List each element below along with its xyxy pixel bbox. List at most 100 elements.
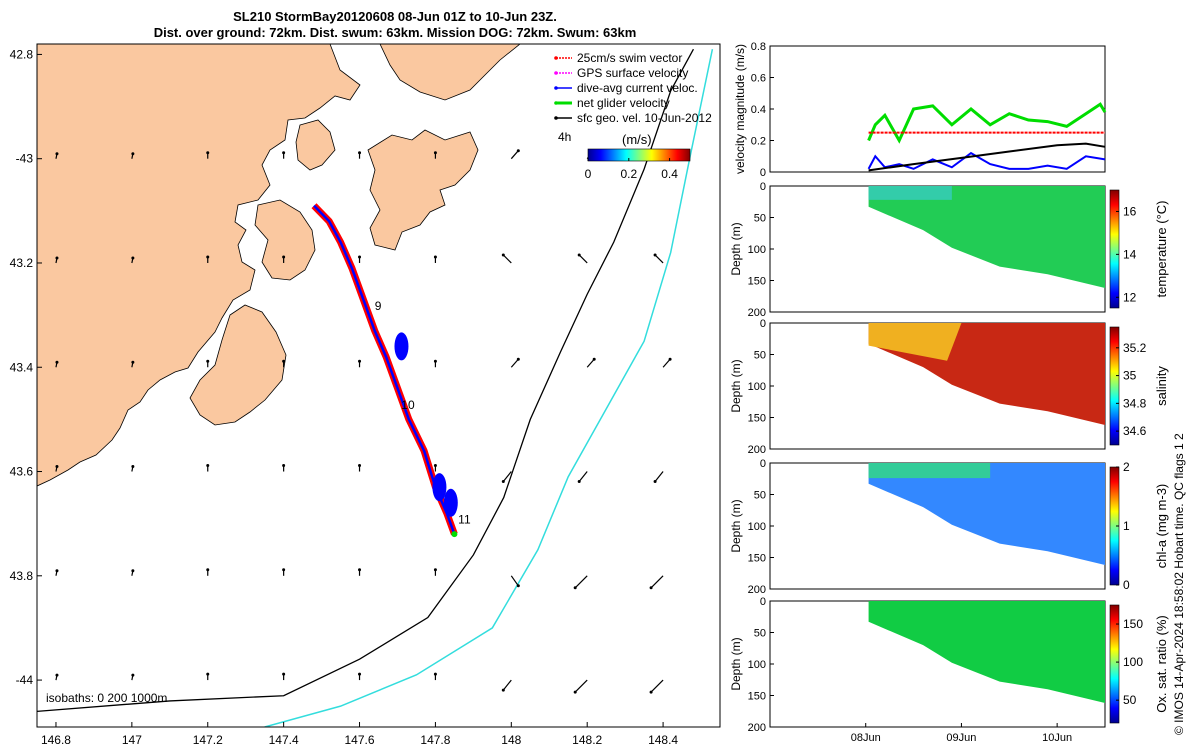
sfc-velocity-arrowhead <box>516 149 520 153</box>
sfc-velocity-arrow <box>654 471 664 482</box>
sfc-velocity-arrow <box>502 254 512 264</box>
legend-label: net glider velocity <box>577 96 670 110</box>
sfc-velocity-arrowhead <box>282 151 286 155</box>
temperature-ytick-label: 50 <box>754 213 766 225</box>
sfc-velocity-arrowhead <box>433 359 437 363</box>
sfc-velocity-arrowhead <box>358 464 362 468</box>
salinity-ylabel: Depth (m) <box>729 359 743 412</box>
oxygen-ylabel: Depth (m) <box>729 637 743 690</box>
sfc-velocity-arrowhead <box>282 568 286 572</box>
legend-label: sfc geo. vel. 10-Jun-2012 <box>577 111 712 125</box>
sfc-velocity-arrowhead <box>282 464 286 468</box>
legend-label: dive-avg current veloc. <box>577 81 698 95</box>
map-xtick-label: 147.6 <box>345 733 375 747</box>
oxygen-ytick-label: 200 <box>748 722 766 734</box>
map-panel: 146.8 147 147.2 147.4 147.6 147.8 148 148.2 148.… <box>10 43 721 747</box>
salinity-ytick-label: 150 <box>748 413 766 425</box>
legend-swatch-head <box>554 71 558 75</box>
isobath-200m-line <box>37 48 695 713</box>
oxygen-colorbar <box>1109 604 1120 724</box>
land-peninsula-north <box>295 119 336 171</box>
sfc-velocity-arrowhead <box>668 357 672 361</box>
map-xtick-label: 147.8 <box>420 733 450 747</box>
glider-track <box>311 203 458 538</box>
oxygen-ytick-label: 150 <box>748 691 766 703</box>
velocity-panel: 0 0.2 0.4 0.6 0.8 velocity magnitude (m/s) <box>733 41 1107 179</box>
sfc-velocity-arrowhead <box>131 360 135 364</box>
oxygen-colorbar-tick-label: 50 <box>1123 693 1137 707</box>
salinity-colorbar-tick-label: 35.2 <box>1123 341 1147 355</box>
sfc-velocity-arrowhead <box>131 569 135 573</box>
sfc-velocity-arrow <box>662 358 671 368</box>
chla-field <box>868 463 1105 566</box>
speed-colorbar <box>587 148 691 162</box>
sfc-velocity-arrowhead <box>649 690 653 694</box>
oxygen-colorbar-tick-label: 150 <box>1123 617 1143 631</box>
map-content <box>37 44 714 727</box>
legend-swatch-head <box>554 86 558 90</box>
oxygen-ytick-label: 0 <box>760 596 766 608</box>
sfc-velocity-arrowhead <box>55 360 59 364</box>
isobath-footer-label: isobaths: 0 200 1000m <box>46 691 167 705</box>
sfc-velocity-arrowhead <box>433 672 437 676</box>
sfc-velocity-arrowhead <box>501 480 505 484</box>
sfc-velocity-arrowhead <box>131 673 135 677</box>
temperature-panel: 0 50 100 150 200 Depth (m) 12 14 16 temperature (… <box>729 181 1169 319</box>
sfc-velocity-arrow <box>574 575 588 589</box>
sfc-velocity-arrowhead <box>131 256 135 260</box>
time-xtick-label: 08Jun <box>851 732 881 744</box>
time-x-axis: 08Jun 09Jun 10Jun <box>851 723 1072 744</box>
current-vector-patch <box>394 332 409 361</box>
chla-ytick-label: 50 <box>754 490 766 502</box>
sfc-velocity-arrowhead <box>55 569 59 573</box>
sfc-velocity-arrowhead <box>358 255 362 259</box>
velocity-series-line <box>867 151 1106 170</box>
sfc-velocity-arrowhead <box>573 690 577 694</box>
map-xtick-label: 146.8 <box>41 733 71 747</box>
oxygen-colorbar-label: Ox. sat. ratio (%) <box>1154 615 1169 713</box>
sfc-velocity-arrowhead <box>516 357 520 361</box>
map-ytick-label: 43.6 <box>10 465 34 479</box>
temperature-colorbar-label: temperature (°C) <box>1154 201 1169 298</box>
chart-title-line2: Dist. over ground: 72km. Dist. swum: 63k… <box>153 25 637 40</box>
sfc-velocity-arrowhead <box>282 359 286 363</box>
map-ytick-label: -43 <box>16 152 34 166</box>
sfc-velocity-arrowhead <box>206 568 210 572</box>
legend-label: GPS surface velocity <box>577 66 688 80</box>
map-ytick-label: -44 <box>16 673 34 687</box>
chla-colorbar-tick-label: 2 <box>1123 460 1130 474</box>
chla-ytick-label: 150 <box>748 553 766 565</box>
temperature-colorbar-tick-label: 16 <box>1123 204 1137 218</box>
sfc-velocity-arrowhead <box>55 673 59 677</box>
sfc-velocity-arrowhead <box>433 151 437 155</box>
sfc-velocity-arrow <box>650 679 664 693</box>
land-tasman-peninsula <box>189 304 287 426</box>
credit-text: © IMOS 14-Apr-2024 18:58:02 Hobart time.… <box>1172 433 1186 735</box>
current-vector-patch <box>432 473 447 502</box>
salinity-colorbar-tick-label: 35 <box>1123 369 1137 383</box>
map-xtick-label: 147.2 <box>193 733 223 747</box>
glider-end-point <box>451 531 458 538</box>
salinity-colorbar-tick-label: 34.8 <box>1123 396 1147 410</box>
velocity-ytick-label: 0.4 <box>751 104 766 116</box>
sfc-velocity-arrow <box>586 358 595 368</box>
salinity-colorbar <box>1109 326 1120 446</box>
legend-label: 25cm/s swim vector <box>577 51 682 65</box>
sfc-velocity-arrow <box>510 358 519 368</box>
chla-ytick-label: 200 <box>748 584 766 596</box>
sfc-velocity-arrowhead <box>55 256 59 260</box>
sfc-velocity-arrowhead <box>653 480 657 484</box>
sfc-velocity-arrowhead <box>433 255 437 259</box>
map-xtick-label: 147 <box>122 733 142 747</box>
salinity-colorbar-tick-label: 34.6 <box>1123 424 1147 438</box>
speed-colorbar-ticks: 0 0.2 0.4 <box>585 158 678 181</box>
chla-surface-layer <box>868 463 991 479</box>
legend-swatch-head <box>554 101 558 105</box>
temperature-colorbar-tick-label: 12 <box>1123 290 1137 304</box>
chart-title-line1: SL210 StormBay20120608 08-Jun 01Z to 10-… <box>233 9 557 24</box>
salinity-ytick-label: 0 <box>760 318 766 330</box>
time-series-panels: 0 0.2 0.4 0.6 0.8 velocity magnitude (m/s) 0 50… <box>729 41 1169 744</box>
sfc-velocity-arrow <box>578 471 588 482</box>
chla-ytick-label: 0 <box>760 458 766 470</box>
